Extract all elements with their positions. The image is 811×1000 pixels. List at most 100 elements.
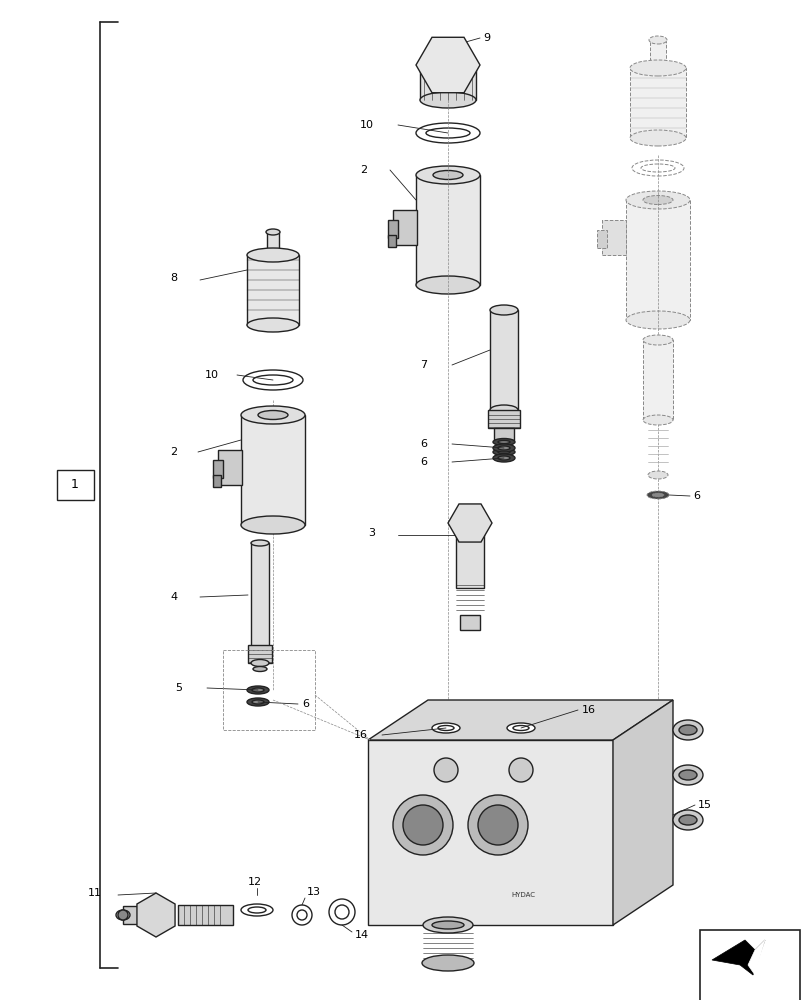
Bar: [212, 460, 223, 478]
Ellipse shape: [672, 810, 702, 830]
Ellipse shape: [497, 456, 509, 460]
Circle shape: [292, 905, 311, 925]
Polygon shape: [367, 740, 612, 925]
Ellipse shape: [513, 725, 528, 730]
Text: 16: 16: [354, 730, 367, 740]
Ellipse shape: [672, 720, 702, 740]
Text: 4: 4: [169, 592, 177, 602]
Bar: [642, 340, 672, 420]
Ellipse shape: [651, 493, 663, 497]
Circle shape: [393, 795, 453, 855]
Text: 10: 10: [359, 120, 374, 130]
Bar: [456, 523, 483, 588]
Bar: [419, 70, 475, 100]
Bar: [388, 220, 397, 238]
Text: 2: 2: [359, 165, 367, 175]
Bar: [489, 310, 517, 410]
Ellipse shape: [241, 516, 305, 534]
Ellipse shape: [492, 448, 514, 456]
Bar: [649, 40, 665, 68]
Bar: [57, 470, 94, 500]
Text: 2: 2: [169, 447, 177, 457]
Ellipse shape: [497, 450, 509, 454]
Ellipse shape: [415, 276, 479, 294]
Ellipse shape: [492, 454, 514, 462]
Ellipse shape: [642, 415, 672, 425]
Circle shape: [508, 758, 532, 782]
Ellipse shape: [415, 123, 479, 143]
Ellipse shape: [640, 164, 674, 172]
Ellipse shape: [648, 36, 666, 44]
Bar: [178, 905, 233, 925]
Bar: [493, 428, 513, 440]
Ellipse shape: [426, 128, 470, 138]
Circle shape: [335, 905, 349, 919]
Text: 6: 6: [419, 439, 427, 449]
Bar: [247, 645, 272, 663]
Bar: [122, 906, 158, 924]
Bar: [388, 235, 396, 247]
Bar: [415, 175, 479, 285]
Ellipse shape: [492, 438, 514, 446]
Text: 15: 15: [697, 800, 711, 810]
Bar: [247, 255, 298, 325]
Text: 16: 16: [581, 705, 595, 715]
Text: 9: 9: [483, 33, 490, 43]
Ellipse shape: [642, 196, 672, 205]
Ellipse shape: [492, 444, 514, 452]
Bar: [267, 232, 279, 254]
Polygon shape: [747, 940, 764, 975]
Ellipse shape: [116, 910, 130, 920]
Ellipse shape: [437, 725, 453, 730]
Ellipse shape: [251, 700, 264, 704]
Ellipse shape: [415, 166, 479, 184]
Ellipse shape: [506, 723, 534, 733]
Ellipse shape: [241, 904, 272, 916]
Ellipse shape: [625, 191, 689, 209]
Text: 7: 7: [419, 360, 427, 370]
Ellipse shape: [247, 698, 268, 706]
Circle shape: [478, 805, 517, 845]
Polygon shape: [367, 700, 672, 740]
Ellipse shape: [431, 723, 460, 733]
Ellipse shape: [251, 660, 268, 666]
Ellipse shape: [419, 92, 475, 108]
Bar: [601, 220, 625, 255]
Circle shape: [433, 758, 457, 782]
Ellipse shape: [646, 491, 668, 499]
Ellipse shape: [251, 688, 264, 692]
Ellipse shape: [631, 160, 683, 176]
Ellipse shape: [625, 311, 689, 329]
Circle shape: [328, 899, 354, 925]
Text: 6: 6: [419, 457, 427, 467]
Polygon shape: [612, 700, 672, 925]
Bar: [629, 68, 685, 138]
Text: 12: 12: [247, 877, 262, 887]
Ellipse shape: [431, 921, 463, 929]
Bar: [596, 230, 607, 248]
Bar: [487, 410, 519, 428]
Ellipse shape: [647, 471, 667, 479]
Text: 5: 5: [175, 683, 182, 693]
Ellipse shape: [672, 765, 702, 785]
Ellipse shape: [456, 519, 483, 527]
Ellipse shape: [428, 58, 466, 72]
Text: 11: 11: [88, 888, 102, 898]
Text: 13: 13: [307, 887, 320, 897]
Text: 6: 6: [692, 491, 699, 501]
Bar: [699, 930, 799, 1000]
Bar: [212, 475, 221, 487]
Ellipse shape: [423, 917, 473, 933]
Ellipse shape: [251, 540, 268, 546]
Text: HYDAC: HYDAC: [510, 892, 534, 898]
Ellipse shape: [258, 410, 288, 420]
Ellipse shape: [497, 446, 509, 450]
Bar: [217, 450, 242, 485]
Ellipse shape: [629, 60, 685, 76]
Ellipse shape: [247, 907, 266, 913]
Text: 10: 10: [204, 370, 219, 380]
Circle shape: [118, 910, 128, 920]
Ellipse shape: [642, 335, 672, 345]
Text: 6: 6: [302, 699, 309, 709]
Circle shape: [467, 795, 527, 855]
